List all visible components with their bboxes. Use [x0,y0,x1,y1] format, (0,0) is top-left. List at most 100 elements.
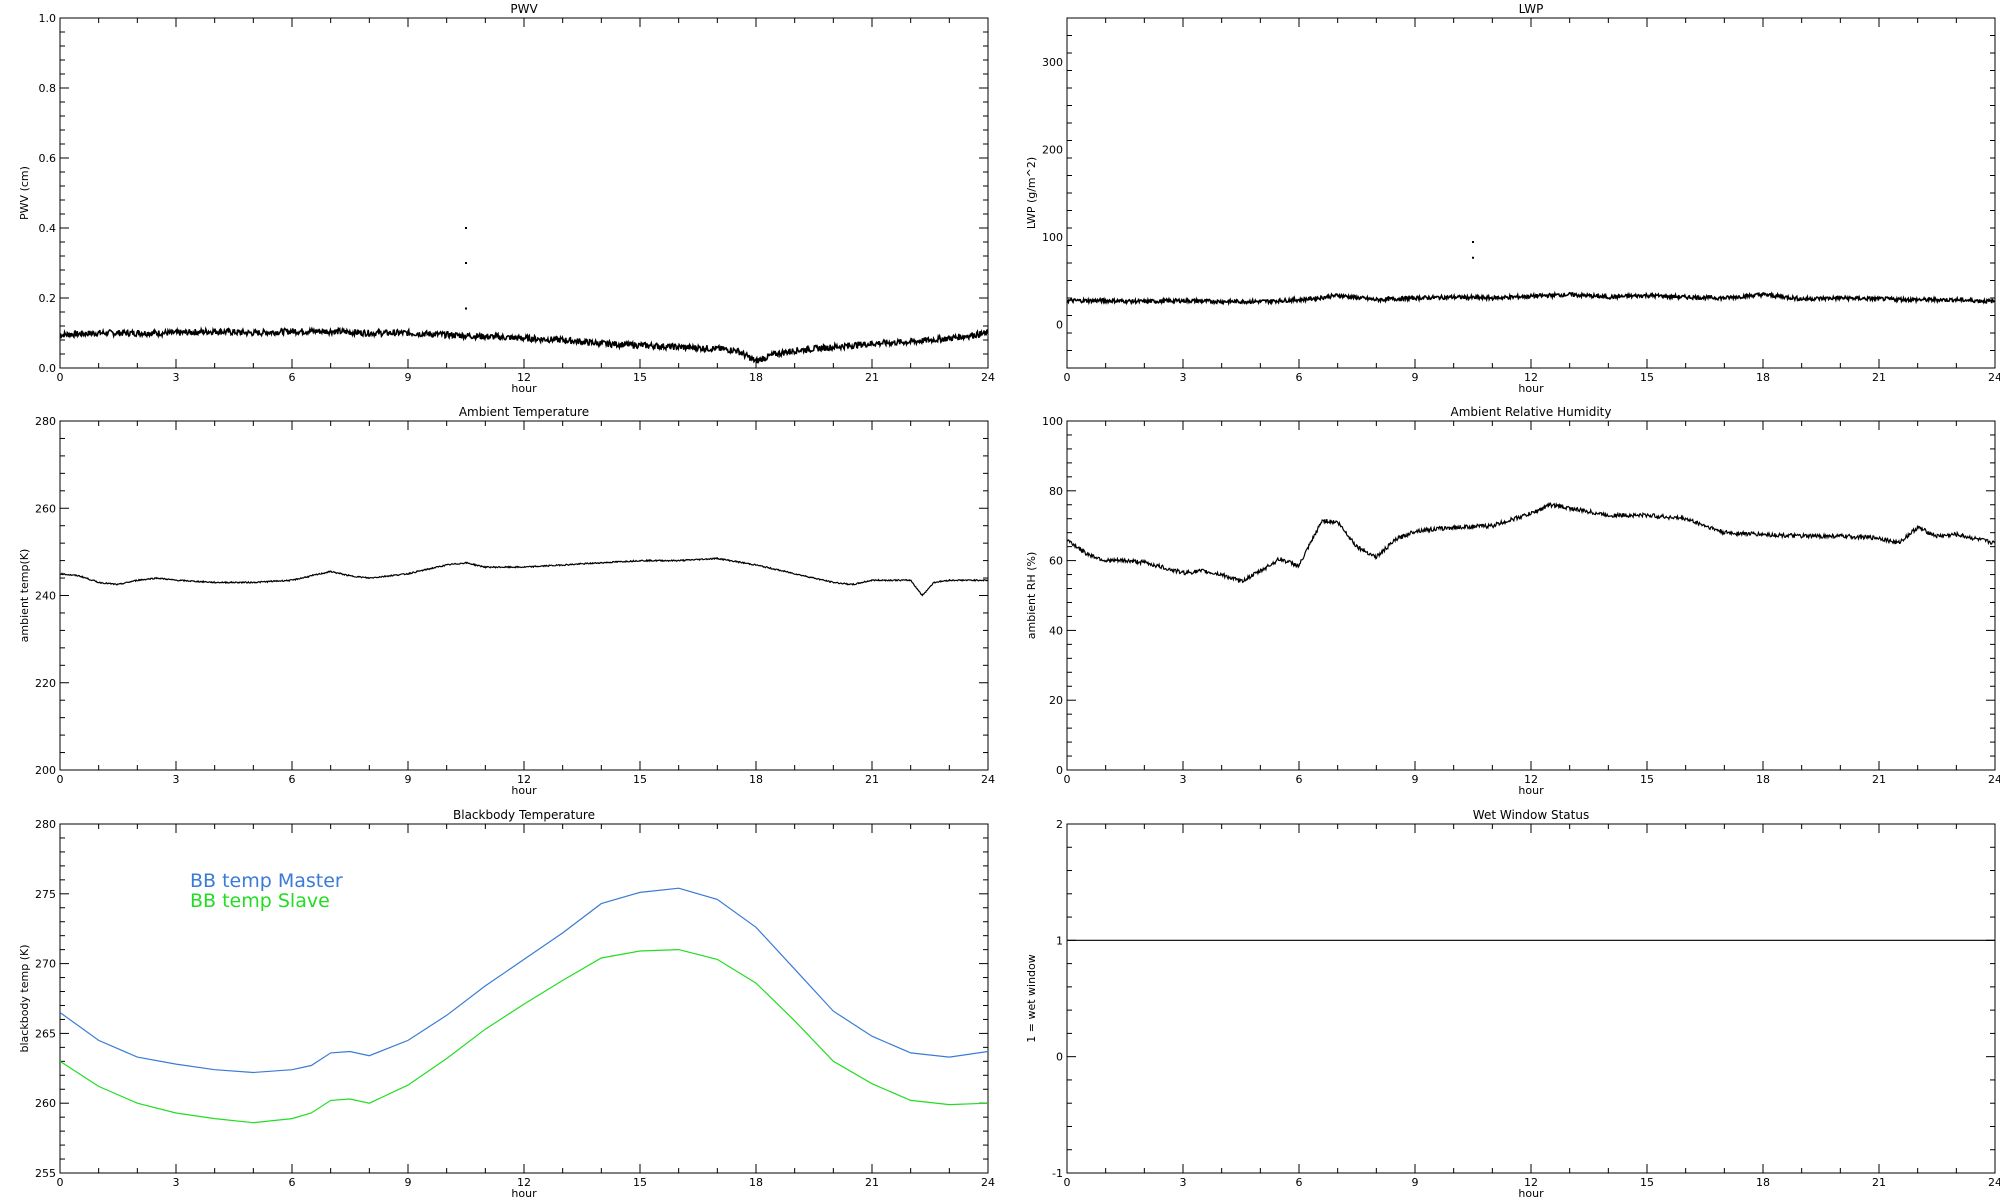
plot-frame [59,420,989,771]
x-tick-label: 18 [1756,371,1770,384]
y-tick-label: 0 [1056,318,1063,331]
x-tick-label: 18 [749,371,763,384]
y-tick-label: 60 [1049,555,1063,568]
x-tick-label: 12 [1524,773,1538,786]
chart-panel-5: Blackbody Temperature 0 3 6 9 12 15 18 21 24 255 26… [18,808,995,1200]
y-tick-label: 260 [35,1097,56,1110]
chart-panel-4: Ambient Relative Humidity 0 3 6 9 12 15 18 21 24 0… [1025,405,2000,797]
x-tick-label: 9 [1412,371,1419,384]
x-tick-label: 24 [1988,371,2000,384]
y-tick-label: 0 [1056,1051,1063,1064]
y-tick-label: -1 [1052,1167,1063,1180]
x-tick-label: 12 [1524,371,1538,384]
x-tick-label: 24 [1988,1176,2000,1189]
y-tick-label: 0.6 [39,152,57,165]
y-tick-label: 80 [1049,485,1063,498]
y-tick-label: 0.0 [39,362,57,375]
chart-title: Blackbody Temperature [453,808,595,822]
x-tick-label: 3 [1180,1176,1187,1189]
y-tick-label: 1.0 [39,12,57,25]
x-tick-label: 6 [289,1176,296,1189]
x-tick-label: 24 [981,371,995,384]
series-line-1 [60,326,988,364]
x-axis-label: hour [511,382,537,395]
x-tick-label: 21 [865,1176,879,1189]
plot-frame [1066,823,1996,1174]
y-tick-label: 40 [1049,624,1063,637]
legend-entry-2: BB temp Slave [190,890,330,912]
y-tick-label: 0.2 [39,292,57,305]
x-tick-label: 9 [405,1176,412,1189]
x-tick-label: 3 [173,773,180,786]
y-tick-label: 200 [1042,143,1063,156]
chart-panel-3: Ambient Temperature 0 3 6 9 12 15 18 21 24 200 220 2… [18,405,995,797]
y-tick-label: 265 [35,1027,56,1040]
chart-panel-1: PWV 0 3 6 9 12 15 18 21 24 0.0 0.2 0.4 0.6 0.8 1.0 hour P… [18,2,995,395]
x-tick-label: 15 [633,773,647,786]
y-tick-label: 2 [1056,818,1063,831]
outlier-point [465,262,467,264]
x-axis-label: hour [511,784,537,797]
x-axis-label: hour [1518,382,1544,395]
x-axis-label: hour [511,1187,537,1200]
series-line-2 [60,948,988,1124]
y-axis-label: LWP (g/m^2) [1025,157,1038,229]
y-tick-label: 255 [35,1167,56,1180]
x-tick-label: 21 [865,371,879,384]
x-tick-label: 3 [1180,773,1187,786]
x-tick-label: 0 [1064,773,1071,786]
x-tick-label: 18 [749,773,763,786]
chart-title: Ambient Relative Humidity [1451,405,1612,419]
series-line-1 [60,887,988,1074]
y-tick-label: 220 [35,677,56,690]
x-axis-label: hour [1518,1187,1544,1200]
x-tick-label: 3 [173,371,180,384]
x-tick-label: 9 [405,773,412,786]
y-tick-label: 280 [35,415,56,428]
y-tick-label: 1 [1056,934,1063,947]
x-tick-label: 3 [1180,371,1187,384]
chart-title: PWV [510,2,538,16]
x-tick-label: 24 [1988,773,2000,786]
x-tick-label: 21 [1872,1176,1886,1189]
outlier-point [1472,241,1474,243]
x-tick-label: 6 [1296,1176,1303,1189]
y-tick-label: 0.4 [39,222,57,235]
y-axis-label: PWV (cm) [18,166,31,220]
x-tick-label: 0 [57,371,64,384]
x-tick-label: 21 [865,773,879,786]
y-tick-label: 275 [35,888,56,901]
x-tick-label: 0 [57,773,64,786]
legend-entry-1: BB temp Master [190,870,343,892]
y-tick-label: 200 [35,764,56,777]
x-tick-label: 6 [1296,371,1303,384]
x-tick-label: 21 [1872,773,1886,786]
series-line-1 [1067,501,1995,584]
plot-frame [1066,17,1996,369]
x-tick-label: 18 [749,1176,763,1189]
x-tick-label: 18 [1756,1176,1770,1189]
chart-panel-2: LWP 0 3 6 9 12 15 18 21 24 0 100 200 300 hour LWP (g/m^… [1025,2,2000,395]
x-tick-label: 9 [1412,773,1419,786]
x-tick-label: 24 [981,1176,995,1189]
x-tick-label: 15 [1640,773,1654,786]
y-axis-label: ambient temp(K) [18,549,31,643]
outlier-point [1472,256,1474,259]
x-tick-label: 12 [1524,1176,1538,1189]
x-tick-label: 9 [1412,1176,1419,1189]
chart-title: LWP [1519,2,1544,16]
series-line-1 [1067,290,1995,307]
x-tick-label: 12 [517,1176,531,1189]
chart-title: Wet Window Status [1473,808,1589,822]
y-tick-label: 300 [1042,56,1063,69]
x-tick-label: 0 [1064,1176,1071,1189]
x-tick-label: 18 [1756,773,1770,786]
y-tick-label: 0 [1056,764,1063,777]
y-tick-label: 20 [1049,694,1063,707]
x-tick-label: 0 [1064,371,1071,384]
y-tick-label: 260 [35,502,56,515]
y-axis-label: blackbody temp (K) [18,945,31,1053]
y-tick-label: 0.8 [39,82,57,95]
y-tick-label: 240 [35,590,56,603]
